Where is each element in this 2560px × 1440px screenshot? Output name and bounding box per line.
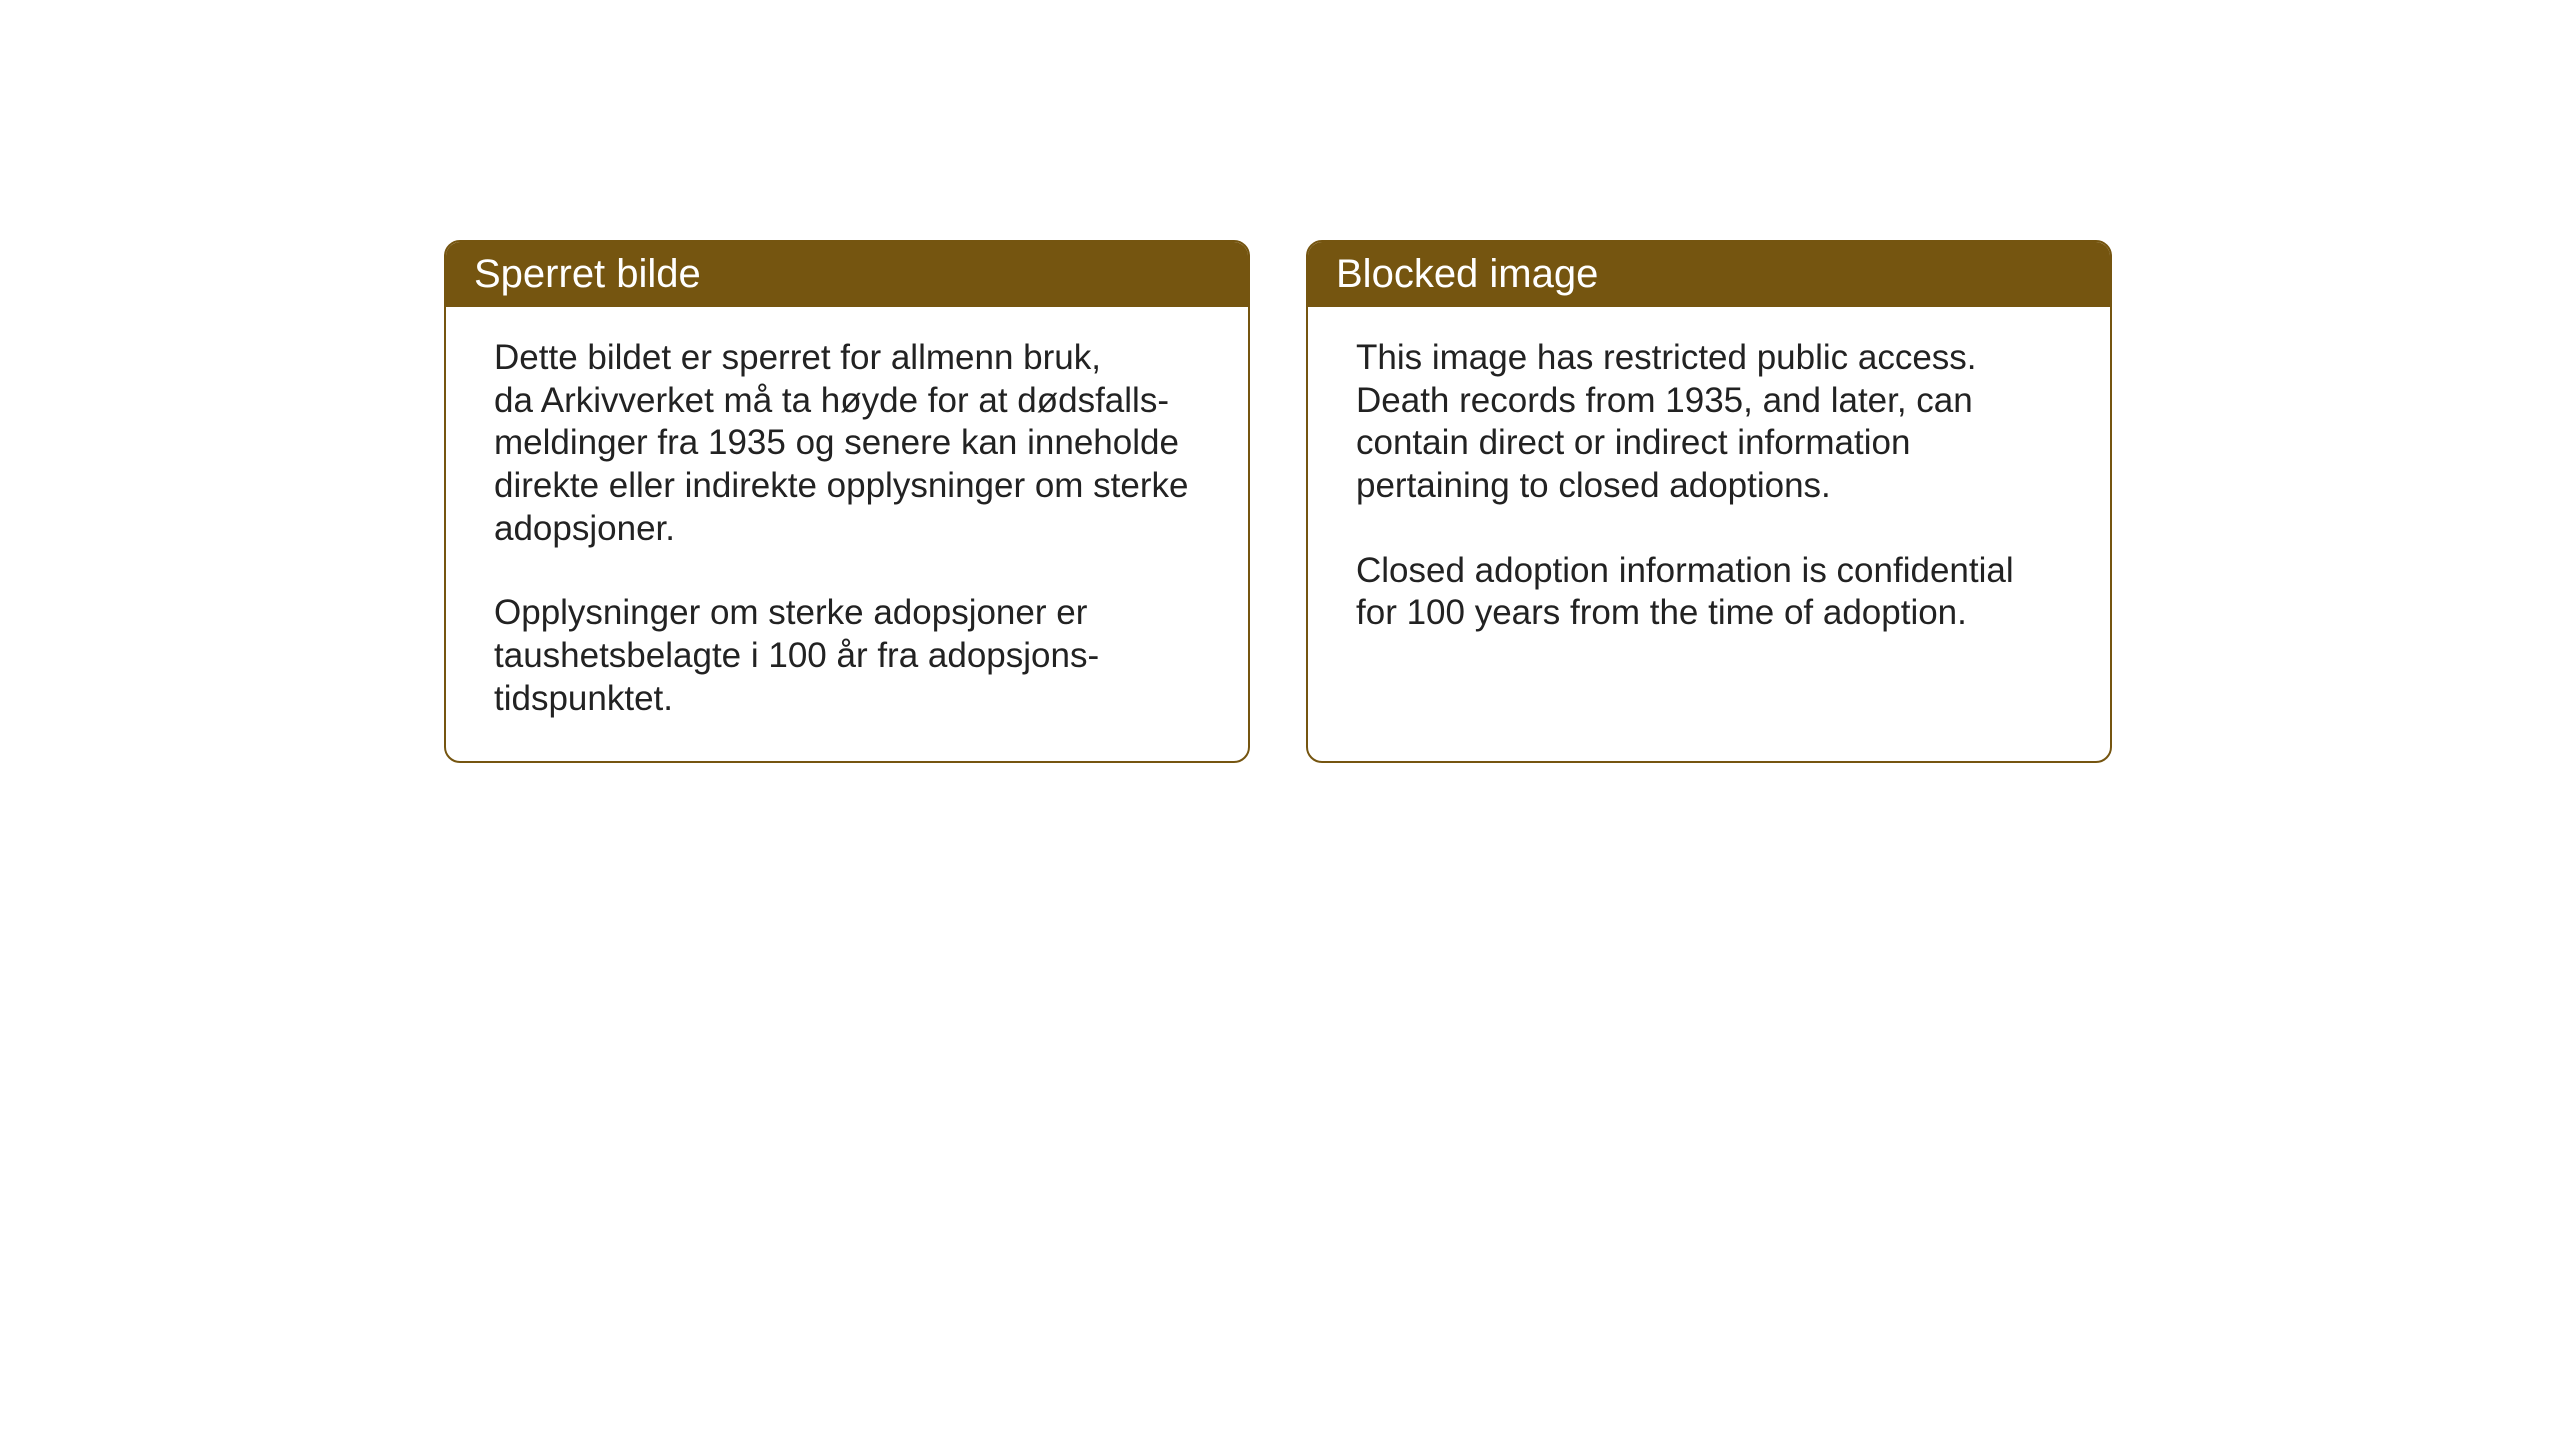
card-header-english: Blocked image bbox=[1308, 242, 2110, 307]
paragraph-text: Dette bildet er sperret for allmenn bruk… bbox=[494, 337, 1200, 550]
paragraph-text: Closed adoption information is confident… bbox=[1356, 550, 2062, 635]
card-header-norwegian: Sperret bilde bbox=[446, 242, 1248, 307]
notice-container: Sperret bilde Dette bildet er sperret fo… bbox=[444, 240, 2112, 763]
paragraph-text: This image has restricted public access.… bbox=[1356, 337, 2062, 508]
card-body-norwegian: Dette bildet er sperret for allmenn bruk… bbox=[446, 307, 1248, 761]
paragraph-text: Opplysninger om sterke adopsjoner er tau… bbox=[494, 592, 1200, 720]
notice-card-english: Blocked image This image has restricted … bbox=[1306, 240, 2112, 763]
notice-card-norwegian: Sperret bilde Dette bildet er sperret fo… bbox=[444, 240, 1250, 763]
card-body-english: This image has restricted public access.… bbox=[1308, 307, 2110, 747]
